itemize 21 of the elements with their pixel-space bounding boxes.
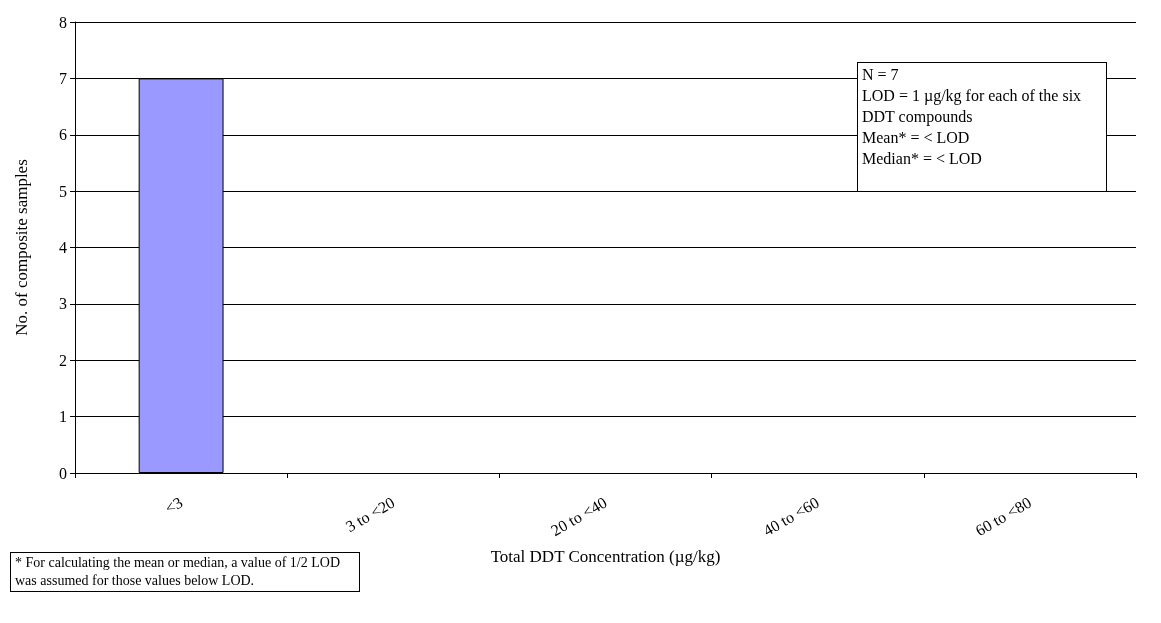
y-tick-label: 2 [59,351,67,369]
annotation: N = 7 [862,65,900,85]
x-tick-label: 60 to <80 [972,493,1035,540]
x-tick-label: 3 to <20 [342,493,398,536]
x-tick-label: <3 [162,493,186,517]
y-tick-label: 6 [59,126,67,144]
x-tick-label: 20 to <40 [548,493,610,540]
y-axis-title: No. of composite samples [12,159,31,336]
y-tick-label: 1 [59,408,67,426]
annotation: Median* = < LOD [862,149,983,169]
y-tick-label: 8 [59,13,67,31]
y-tick-label: 5 [59,182,67,200]
y-tick-label: 4 [59,239,67,256]
y-tick-label: 3 [59,295,67,313]
y-tick-label: 0 [59,464,67,482]
x-tick-label: 40 to <60 [760,493,822,540]
x-axis-title: Total DDT Concentration (µg/kg) [490,547,721,566]
annotation: LOD = 1 µg/kg for each of the six DDT compounds [862,86,1083,127]
y-tick-label: 7 [59,69,67,87]
annotation: Mean* = < LOD [862,128,971,148]
text: * For calculating the mean or median, a value of 1/2 LOD was assumed for those values below LOD. [10,552,360,592]
